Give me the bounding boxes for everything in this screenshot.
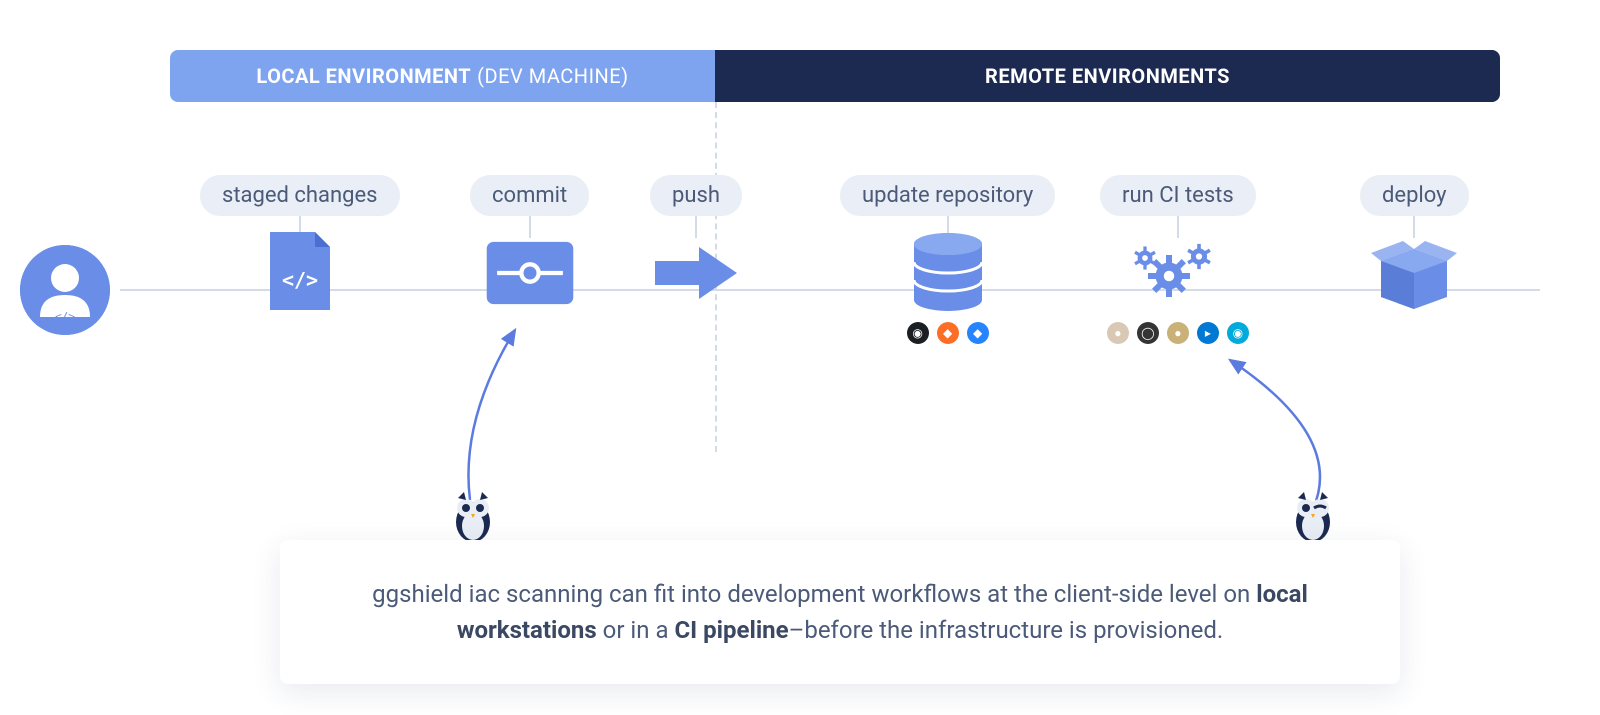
callout-box: ggshield iac scanning can fit into devel… <box>280 540 1400 684</box>
stage-label: update repository <box>840 175 1055 216</box>
stage-deploy: deploy <box>1360 175 1469 308</box>
open-box-icon <box>1369 238 1459 308</box>
stage-label: commit <box>470 175 589 216</box>
code-file-icon: </> <box>255 238 345 308</box>
stage-label: staged changes <box>200 175 400 216</box>
stage-push: push <box>650 175 742 308</box>
connector <box>695 216 697 238</box>
owl-icon <box>450 490 496 544</box>
stage-commit: commit <box>470 175 589 308</box>
callout-text-mid: or in a <box>597 616 675 644</box>
svg-text:</>: </> <box>55 310 75 323</box>
circleci-icon: ◯ <box>1137 322 1159 344</box>
stage-staged-changes: staged changes </> <box>200 175 400 308</box>
gears-icon <box>1133 238 1223 308</box>
database-icon <box>903 238 993 308</box>
stage-label: push <box>650 175 742 216</box>
commit-icon <box>485 238 575 308</box>
drone-icon: ◉ <box>1227 322 1249 344</box>
azure-icon: ▸ <box>1197 322 1219 344</box>
stage-label: deploy <box>1360 175 1469 216</box>
header-remote: REMOTE ENVIRONMENTS <box>715 50 1500 102</box>
developer-avatar-icon: </> <box>20 245 110 335</box>
bitbucket-icon: ◆ <box>967 322 989 344</box>
arrow-right-icon <box>651 238 741 308</box>
header-remote-text: REMOTE ENVIRONMENTS <box>985 64 1230 88</box>
header-bar: LOCAL ENVIRONMENT (DEV MACHINE) REMOTE E… <box>170 50 1500 102</box>
svg-text:</>: </> <box>282 268 318 292</box>
header-local: LOCAL ENVIRONMENT (DEV MACHINE) <box>170 50 715 102</box>
travis-icon: ● <box>1167 322 1189 344</box>
stage-run-ci-tests: run CI tests <box>1100 175 1256 344</box>
gitlab-icon: ◆ <box>937 322 959 344</box>
owl-icon <box>1290 490 1336 544</box>
stage-label: run CI tests <box>1100 175 1256 216</box>
callout-text-pre: ggshield iac scanning can fit into devel… <box>372 580 1256 608</box>
github-icon: ◉ <box>907 322 929 344</box>
jenkins-icon: ● <box>1107 322 1129 344</box>
callout-bold-2: CI pipeline <box>674 616 788 644</box>
header-local-main: LOCAL ENVIRONMENT <box>256 64 471 88</box>
ci-tool-icons: ● ◯ ● ▸ ◉ <box>1107 322 1249 344</box>
stage-update-repository: update repository ◉ ◆ ◆ <box>840 175 1055 344</box>
header-local-sub: (DEV MACHINE) <box>477 64 628 88</box>
callout-text-post: –before the infrastructure is provisione… <box>789 616 1224 644</box>
workflow-diagram: LOCAL ENVIRONMENT (DEV MACHINE) REMOTE E… <box>0 0 1600 715</box>
repo-tool-icons: ◉ ◆ ◆ <box>907 322 989 344</box>
